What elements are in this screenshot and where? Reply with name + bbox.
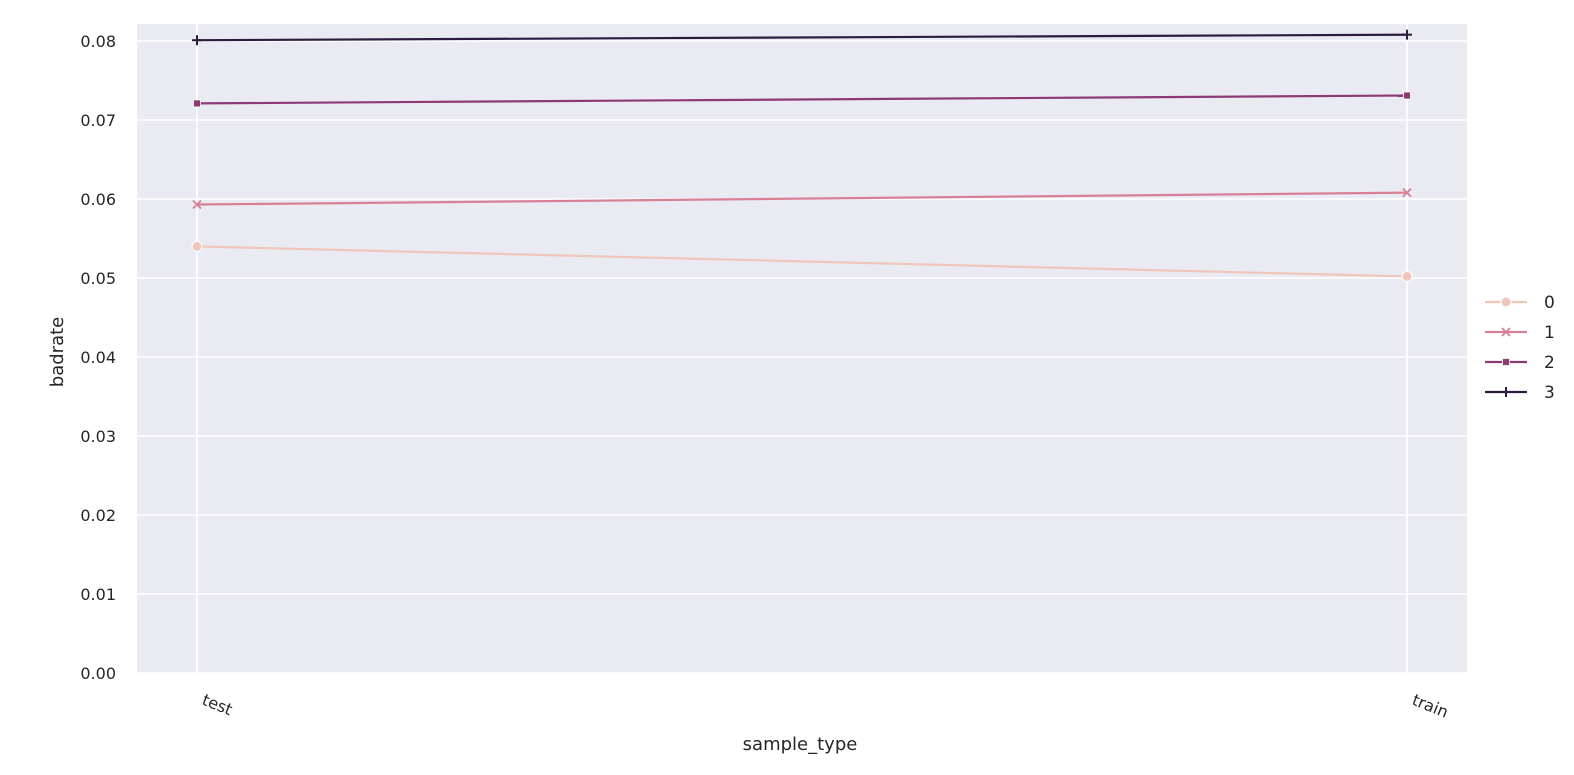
series-2-point — [1403, 91, 1411, 100]
series-0-point — [191, 240, 203, 252]
y-tick-label: 0.06 — [80, 190, 116, 209]
legend-label: 1 — [1544, 323, 1555, 343]
series-1-point — [192, 199, 202, 210]
legend-item-0: 0 — [1485, 293, 1555, 313]
y-tick-label: 0.05 — [80, 269, 116, 288]
series-1-point — [1402, 188, 1412, 198]
y-tick-label: 0.00 — [80, 664, 116, 683]
series-0-point — [1401, 270, 1413, 282]
grid-lines — [137, 24, 1467, 674]
legend-marker — [1501, 387, 1511, 397]
series-1-line — [196, 191, 1408, 206]
legend-marker — [1501, 327, 1511, 337]
y-tick-label: 0.01 — [80, 585, 116, 604]
series-markers — [191, 29, 1413, 282]
legend-item-1: 1 — [1485, 323, 1555, 343]
x-tick-label: test — [200, 690, 236, 719]
y-axis-ticks: 0.00 0.01 0.02 0.03 0.04 0.05 0.06 0.07 0.08 — [80, 32, 116, 683]
series-3-point — [192, 35, 202, 46]
legend-marker — [1500, 296, 1512, 308]
series-lines — [196, 33, 1408, 278]
y-tick-label: 0.04 — [80, 348, 116, 367]
plot-background — [137, 24, 1467, 673]
x-axis-title: sample_type — [743, 734, 858, 755]
series-2-point — [193, 99, 201, 108]
legend-item-2: 2 — [1485, 353, 1555, 373]
series-2-line — [196, 94, 1408, 105]
legend-label: 0 — [1544, 293, 1555, 313]
x-axis-ticks: test train — [200, 690, 1452, 722]
series-3-line — [196, 33, 1408, 42]
series-0-line — [196, 245, 1408, 278]
y-tick-label: 0.07 — [80, 111, 116, 130]
y-axis-title: badrate — [47, 317, 68, 387]
y-tick-label: 0.03 — [80, 427, 116, 446]
legend-label: 2 — [1544, 353, 1555, 373]
legend-marker — [1502, 358, 1510, 366]
legend: 0 1 2 3 — [1485, 293, 1555, 403]
legend-item-3: 3 — [1485, 383, 1555, 403]
series-3-point — [1402, 29, 1412, 40]
y-tick-label: 0.08 — [80, 32, 116, 51]
y-tick-label: 0.02 — [80, 506, 116, 525]
x-tick-label: train — [1410, 690, 1452, 722]
legend-label: 3 — [1544, 383, 1555, 403]
